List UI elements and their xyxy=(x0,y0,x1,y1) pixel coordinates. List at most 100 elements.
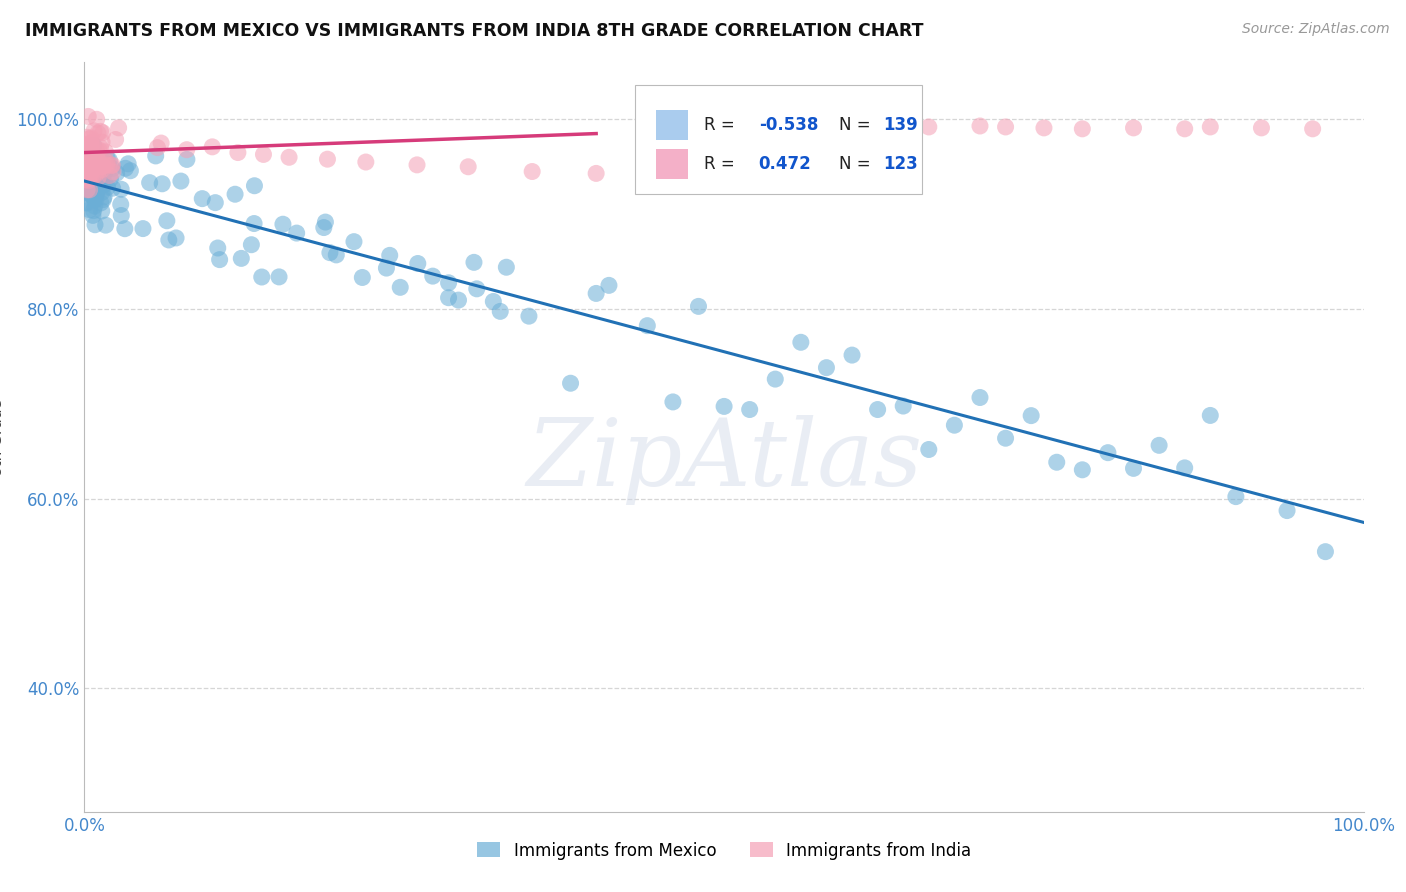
Point xyxy=(1122,461,1144,475)
Text: Source: ZipAtlas.com: Source: ZipAtlas.com xyxy=(1241,22,1389,37)
Point xyxy=(83,138,105,153)
Point xyxy=(75,151,97,165)
Point xyxy=(79,150,101,164)
Y-axis label: 8th Grade: 8th Grade xyxy=(0,399,6,475)
Point xyxy=(243,178,266,193)
Point xyxy=(96,158,118,172)
Point xyxy=(84,186,107,200)
Point xyxy=(231,252,253,266)
Point xyxy=(207,241,229,255)
Point xyxy=(170,174,193,188)
Point xyxy=(240,237,263,252)
Point xyxy=(83,203,105,218)
Point xyxy=(815,360,838,375)
Point xyxy=(75,145,97,160)
Text: N =: N = xyxy=(839,116,870,134)
Point xyxy=(79,167,101,181)
Point xyxy=(89,159,111,173)
Point xyxy=(91,178,114,192)
Text: R =: R = xyxy=(703,154,734,172)
FancyBboxPatch shape xyxy=(657,149,689,178)
Point xyxy=(495,260,517,275)
Point xyxy=(918,120,941,134)
Point xyxy=(84,187,107,202)
Point xyxy=(1250,120,1272,135)
Point xyxy=(1147,438,1170,452)
Point xyxy=(75,141,97,155)
Point xyxy=(93,190,115,204)
Point xyxy=(650,169,672,184)
Point xyxy=(841,348,863,362)
Point xyxy=(560,376,582,391)
Point xyxy=(91,135,114,149)
Point xyxy=(83,181,105,195)
Point xyxy=(90,158,112,172)
Point xyxy=(77,187,100,202)
Point xyxy=(165,231,187,245)
Point xyxy=(96,155,118,169)
Point xyxy=(91,151,114,165)
Point xyxy=(83,193,105,207)
Point xyxy=(110,197,132,211)
Point xyxy=(87,170,110,185)
Point xyxy=(91,126,114,140)
Point xyxy=(1019,409,1042,423)
Point xyxy=(104,132,127,146)
Point xyxy=(80,188,103,202)
Point xyxy=(84,218,107,232)
Point xyxy=(585,166,607,180)
Point xyxy=(325,248,347,262)
Point xyxy=(76,183,98,197)
Point xyxy=(82,184,104,198)
Point xyxy=(969,119,991,133)
Point xyxy=(75,151,97,165)
Point xyxy=(79,132,101,146)
Point xyxy=(267,269,290,284)
Point xyxy=(866,402,889,417)
Point xyxy=(243,217,266,231)
Text: R =: R = xyxy=(703,116,734,134)
Point xyxy=(105,166,128,180)
Point xyxy=(1199,120,1222,134)
Point xyxy=(83,164,105,178)
Point xyxy=(84,168,107,182)
Point xyxy=(150,136,173,150)
Point xyxy=(76,165,98,179)
Point xyxy=(343,235,366,249)
Point xyxy=(77,186,100,200)
Point xyxy=(77,149,100,163)
Point xyxy=(76,166,98,180)
Text: N =: N = xyxy=(839,154,870,172)
Point xyxy=(278,150,301,164)
Point xyxy=(90,160,112,174)
Point xyxy=(75,173,97,187)
Point xyxy=(76,161,98,176)
Point xyxy=(93,168,115,182)
Point xyxy=(994,120,1017,134)
Point xyxy=(1097,445,1119,459)
Text: 139: 139 xyxy=(883,116,918,134)
Point xyxy=(98,153,121,168)
Point xyxy=(76,130,98,145)
Point xyxy=(354,155,377,169)
Point xyxy=(636,318,658,333)
Point xyxy=(943,418,966,433)
Point xyxy=(378,248,401,262)
Legend: Immigrants from Mexico, Immigrants from India: Immigrants from Mexico, Immigrants from … xyxy=(477,841,972,860)
Point xyxy=(994,431,1017,445)
Point xyxy=(98,169,121,183)
Text: 123: 123 xyxy=(883,154,918,172)
Point xyxy=(90,204,112,219)
Point xyxy=(465,282,488,296)
Point xyxy=(463,255,485,269)
Point xyxy=(76,150,98,164)
Point xyxy=(120,163,142,178)
Point xyxy=(77,173,100,187)
Point xyxy=(91,162,114,177)
Point xyxy=(688,299,710,313)
Point xyxy=(201,140,224,154)
Point xyxy=(110,182,132,196)
Point xyxy=(316,152,339,166)
Point xyxy=(156,214,179,228)
Point xyxy=(314,215,336,229)
